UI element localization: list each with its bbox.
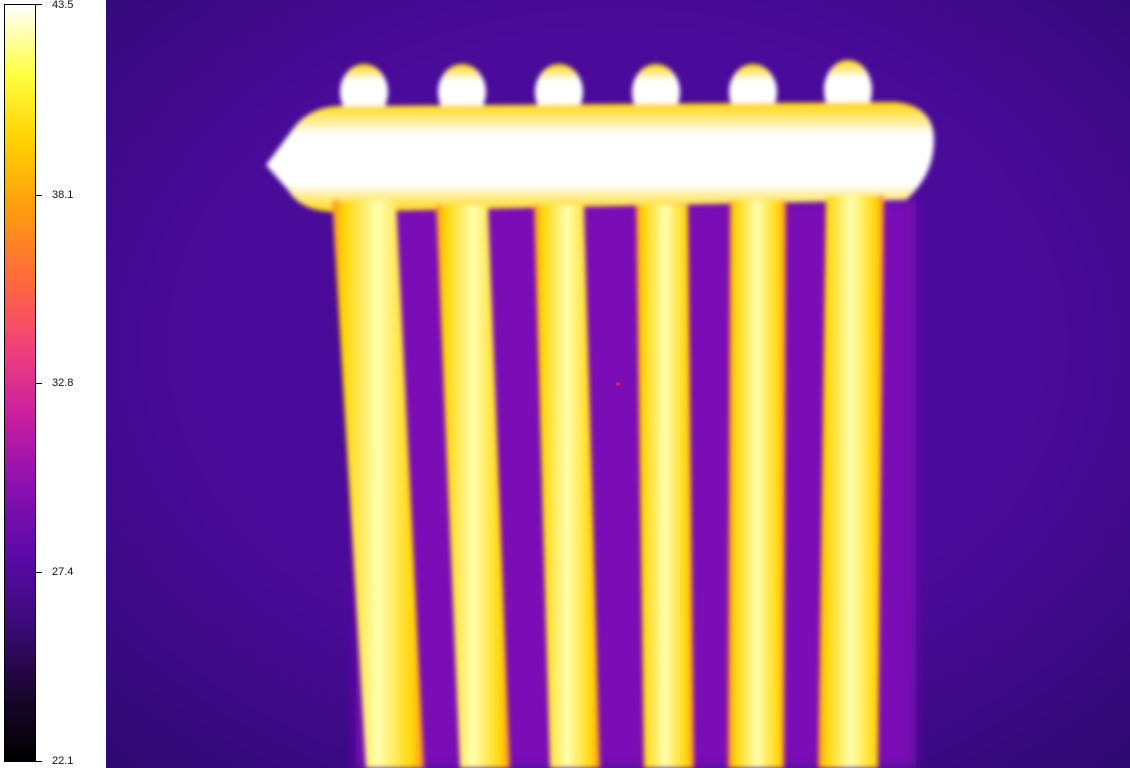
tick-3 bbox=[36, 383, 42, 384]
scale-max-label: 43.5 bbox=[52, 0, 73, 11]
measurement-marker bbox=[616, 382, 620, 386]
scale-label-4: 27.4 bbox=[52, 567, 73, 578]
tube-4 bbox=[636, 205, 694, 768]
tube-6 bbox=[818, 195, 884, 768]
tick-4 bbox=[36, 572, 42, 573]
scale-label-2: 38.1 bbox=[52, 190, 73, 201]
tick-min bbox=[36, 761, 42, 762]
thermal-image bbox=[106, 0, 1130, 768]
tube-5 bbox=[728, 200, 786, 768]
scale-label-3: 32.8 bbox=[52, 378, 73, 389]
temperature-colorbar bbox=[4, 4, 36, 762]
scale-min-label: 22.1 bbox=[52, 756, 73, 767]
tick-2 bbox=[36, 195, 42, 196]
tick-max bbox=[36, 4, 42, 5]
